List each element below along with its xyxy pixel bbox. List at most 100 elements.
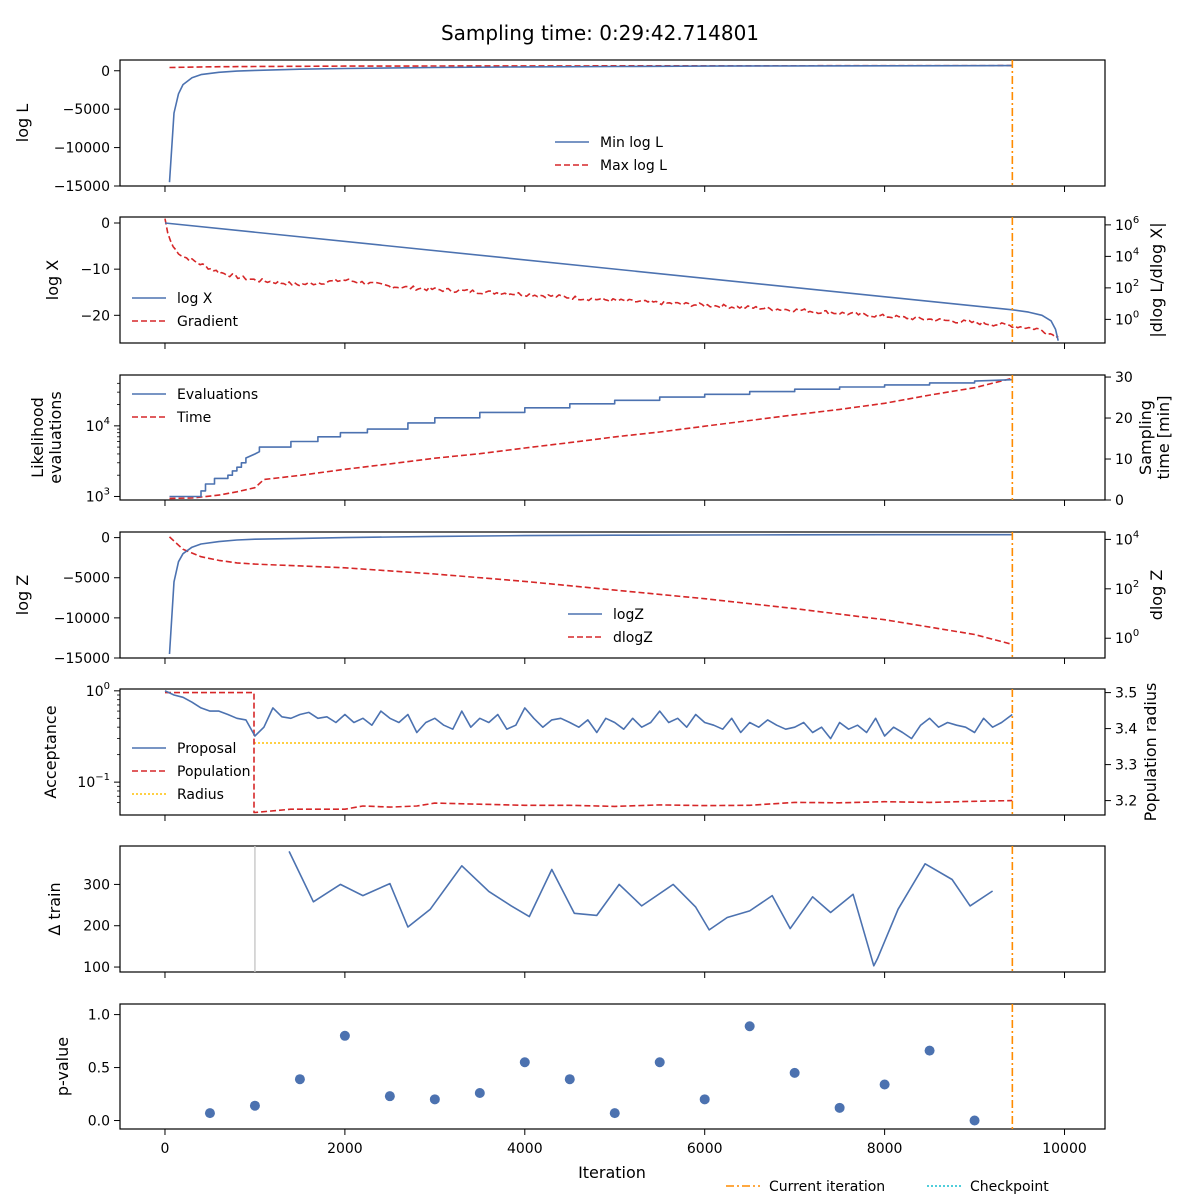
pvalue-y-label: p-value: [53, 1037, 72, 1096]
dlogZ-y2-tick-label-0: 104: [1115, 529, 1139, 548]
train-y-tick-100: 100: [83, 960, 110, 976]
train-y-tick-200: 200: [83, 919, 110, 935]
evals-legend-label-1: Time: [176, 410, 211, 426]
logL-y-tick--15000: −15000: [54, 179, 110, 195]
acc-legend-label-1: Population: [177, 764, 251, 780]
logX-y-tick-0: 0: [101, 216, 110, 232]
x-tick-label-2000: 2000: [327, 1141, 363, 1157]
evaluations-line: [169, 378, 1013, 498]
panel-logL: 0 −5000 −10000 −15000 log L Min log L Max log …: [13, 59, 1106, 195]
panel-evaluations-frame: [119, 374, 1106, 501]
acc-y-label: Acceptance: [41, 705, 60, 798]
gradient-y2-tick-label-3: 100: [1115, 309, 1139, 328]
acc-legend-label-0: Proposal: [177, 741, 236, 757]
radius-y2-label: Population radius: [1141, 683, 1160, 822]
pvalue-point-5: [429, 1094, 440, 1105]
evals-legend-label-0: Evaluations: [177, 387, 258, 403]
evals-y-tick-label-0: 104: [86, 416, 110, 435]
x-tick-label-10000: 10000: [1042, 1141, 1087, 1157]
pvalue-y-tick-1: 1.0: [88, 1008, 110, 1024]
logZ-y-tick-0: 0: [101, 531, 110, 547]
logX-line: [164, 222, 1059, 341]
time-y2-label-line-1: time [min]: [1154, 396, 1173, 480]
dlogZ-y2-tick-label-2: 100: [1115, 628, 1139, 647]
time-y2-tick-20: 20: [1115, 411, 1133, 427]
panel-acceptance-plot: [164, 690, 1013, 814]
x-tick-label-0: 0: [161, 1141, 170, 1157]
pvalue-point-2: [294, 1074, 305, 1085]
gradient-y2-tick-label-2: 102: [1115, 278, 1139, 297]
panel-train-frame: [119, 845, 1106, 973]
pvalue-point-0: [204, 1108, 215, 1119]
radius-y2-tick-3.4: 3.4: [1115, 722, 1137, 738]
checkpoint-legend-label: Checkpoint: [970, 1179, 1049, 1195]
pvalue-point-4: [384, 1091, 395, 1102]
logZ-legend-label-0: logZ: [613, 607, 644, 623]
evals-y-label-line-0: Likelihood: [28, 397, 47, 478]
logZ-legend-label-1: dlogZ: [613, 630, 653, 646]
figure-legend: Current iteration Checkpoint: [726, 1179, 1049, 1195]
panel-acceptance-frame: [119, 688, 1106, 816]
panel-logX: 0 −10 −20 106 104 102 100 log X |dlog L/dlog X| l…: [43, 215, 1166, 349]
logZ-y-tick--15000: −15000: [54, 651, 110, 667]
logL-legend-label-1: Max log L: [600, 158, 667, 174]
dlogZ-y2-label: dlog Z: [1147, 570, 1166, 621]
x-tick-label-6000: 6000: [687, 1141, 723, 1157]
logZ-line: [168, 533, 1013, 655]
dlogZ-line: [168, 536, 1013, 646]
train-line: [288, 851, 994, 967]
gradient-y2-label: |dlog L/dlog X|: [1147, 222, 1166, 337]
panel-pvalue: 0 2000 4000 6000 8000 10000 1.0 0.5 0.0 p-value: [53, 1003, 1106, 1157]
time-line: [169, 377, 1013, 500]
evals-y-tick-label-1: 103: [86, 486, 110, 505]
pvalue-point-16: [924, 1045, 935, 1056]
x-tick-label-8000: 8000: [867, 1141, 903, 1157]
dlogZ-y2-tick-label-1: 102: [1115, 579, 1139, 598]
time-y2-tick-10: 10: [1115, 452, 1133, 468]
pvalue-point-12: [744, 1021, 755, 1032]
panel-pvalue-plot: [204, 1021, 980, 1126]
population-line: [165, 691, 1013, 814]
x-tick-label-4000: 4000: [507, 1141, 543, 1157]
acc-y-tick-label-1: 10−1: [77, 772, 110, 791]
panel-train-plot: [254, 846, 994, 972]
acc-legend-label-2: Radius: [177, 787, 224, 803]
min-logL-line: [168, 64, 1013, 183]
logL-y-tick--10000: −10000: [54, 141, 110, 157]
pvalue-y-tick-0: 0.0: [88, 1114, 110, 1130]
logX-y-tick--10: −10: [80, 262, 110, 278]
pvalue-point-1: [249, 1100, 260, 1111]
logZ-y-tick--10000: −10000: [54, 611, 110, 627]
logX-legend-label-1: Gradient: [177, 314, 238, 330]
time-y2-tick-0: 0: [1115, 493, 1124, 509]
pvalue-point-6: [474, 1087, 485, 1098]
logZ-y-label: log Z: [13, 575, 32, 615]
figure-title: Sampling time: 0:29:42.714801: [441, 21, 759, 45]
current-iteration-legend-label: Current iteration: [769, 1179, 885, 1195]
panel-pvalue-frame: [119, 1003, 1106, 1130]
acc-y-tick-label-0: 100: [86, 681, 110, 700]
logX-y-tick--20: −20: [80, 308, 110, 324]
panel-evaluations-plot: [169, 377, 1013, 500]
pvalue-point-7: [519, 1057, 530, 1068]
gradient-y2-tick-label-1: 104: [1115, 246, 1139, 265]
time-y2-tick-30: 30: [1115, 370, 1133, 386]
pvalue-point-11: [699, 1094, 710, 1105]
gradient-line: [164, 218, 1059, 339]
evals-y-label-line-1: evaluations: [46, 391, 65, 484]
pvalue-point-3: [339, 1030, 350, 1041]
pvalue-y-tick-0.5: 0.5: [88, 1061, 110, 1077]
radius-y2-tick-3.5: 3.5: [1115, 686, 1137, 702]
pvalue-point-9: [609, 1108, 620, 1119]
logZ-y-tick--5000: −5000: [63, 571, 110, 587]
train-y-tick-300: 300: [83, 877, 110, 893]
pvalue-point-15: [879, 1079, 890, 1090]
gradient-y2-tick-label-0: 106: [1115, 215, 1139, 234]
logL-y-tick--5000: −5000: [63, 102, 110, 118]
panel-logX-frame: [119, 216, 1106, 344]
panel-logL-plot: [168, 64, 1013, 183]
logL-y-label: log L: [13, 104, 32, 142]
x-axis-label: Iteration: [578, 1163, 646, 1182]
panel-evaluations: 104 103 30 20 10 0 Likelihood evaluations Sampli…: [28, 370, 1173, 509]
